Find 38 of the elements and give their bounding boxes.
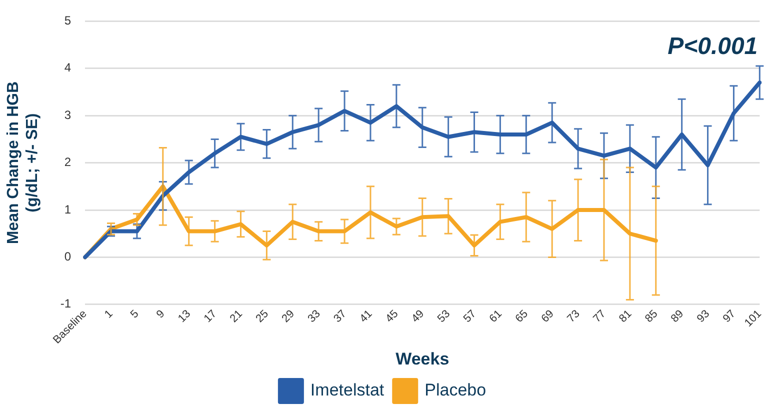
y-tick-label: 1 xyxy=(64,202,72,216)
y-tick-label: 4 xyxy=(64,60,72,75)
x-tick-label: 41 xyxy=(358,308,375,326)
x-tick-label: 81 xyxy=(617,308,634,326)
x-tick-label: 13 xyxy=(176,308,194,326)
y-tick-label: 2 xyxy=(64,155,72,170)
y-axis-title: Mean Change in HGB (g/dL; +/- SE) xyxy=(5,81,42,244)
x-tick-label: 29 xyxy=(280,308,297,326)
x-tick-label: 61 xyxy=(487,308,504,326)
y-tick-label: -1 xyxy=(60,296,72,311)
x-tick-label: 21 xyxy=(228,308,246,326)
legend-label: Placebo xyxy=(424,380,486,400)
x-tick-label: 69 xyxy=(539,308,556,326)
x-tick-label: 25 xyxy=(254,308,271,326)
x-tick-label: 9 xyxy=(154,308,168,321)
legend-label: Imetelstat xyxy=(310,380,384,400)
y-tick-label: 5 xyxy=(64,14,72,28)
x-tick-label: 101 xyxy=(742,308,764,330)
x-tick-label: 65 xyxy=(513,308,530,326)
x-tick-label: 85 xyxy=(643,308,660,326)
y-tick-label: 0 xyxy=(64,250,72,264)
x-tick-label: 49 xyxy=(409,308,427,326)
x-axis-title: Weeks xyxy=(396,349,450,368)
annotation: P<0.001 xyxy=(668,32,758,60)
x-tick-label: 89 xyxy=(668,308,686,326)
x-tick-label: 1 xyxy=(102,308,116,321)
x-tick-label: 37 xyxy=(332,308,349,326)
x-tick-label: 73 xyxy=(565,308,582,326)
x-tick-label: 5 xyxy=(128,308,142,321)
x-tick-label: 17 xyxy=(202,308,220,326)
x-tick-label: 53 xyxy=(435,308,453,326)
x-tick-label: 33 xyxy=(306,308,323,326)
x-tick-label: 77 xyxy=(591,308,608,326)
x-tick-label: 93 xyxy=(694,308,712,326)
x-tick-label: 97 xyxy=(720,308,738,326)
x-tick-label: 57 xyxy=(461,308,479,326)
x-tick-label: 45 xyxy=(384,308,401,326)
y-tick-label: 3 xyxy=(64,108,72,122)
